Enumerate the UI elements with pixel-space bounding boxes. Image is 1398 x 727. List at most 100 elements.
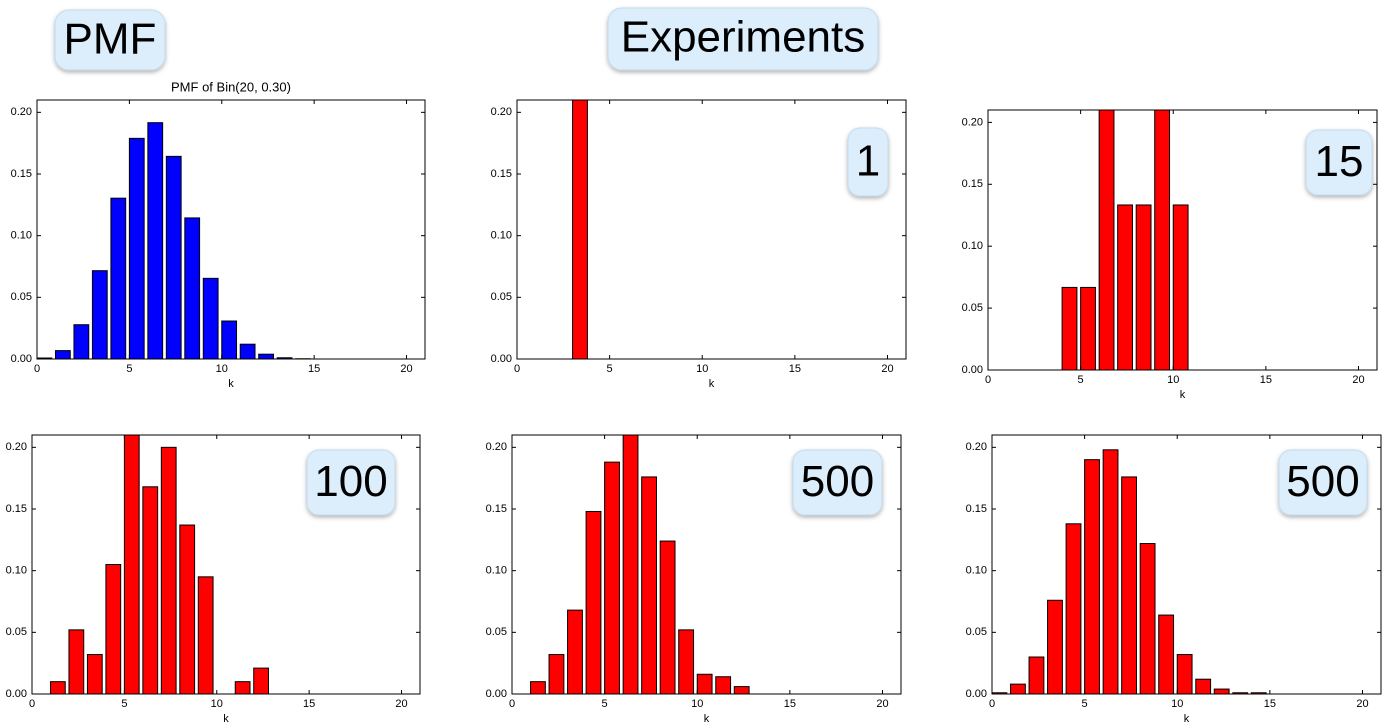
bar: [147, 122, 164, 359]
y-tick-label: 0.20: [966, 441, 987, 453]
bar: [733, 686, 750, 694]
bar: [1065, 523, 1082, 694]
y-tick-label: 0.10: [11, 230, 32, 242]
x-tick-label: 15: [303, 698, 315, 710]
bar: [184, 217, 201, 359]
annotation-badge: [792, 449, 883, 516]
y-tick-label: 0.05: [962, 302, 983, 314]
bar: [604, 461, 620, 694]
bar: [622, 435, 639, 694]
x-tick-label: 20: [400, 363, 412, 375]
y-tick-label: 0.10: [966, 565, 987, 577]
x-tick-label: 5: [607, 363, 613, 375]
bar: [659, 540, 676, 694]
bar: [1098, 110, 1115, 370]
bar: [1084, 459, 1100, 694]
annotation: 100: [314, 457, 387, 506]
x-tick-label: 10: [1167, 374, 1179, 386]
x-tick-label: 0: [29, 698, 35, 710]
bar: [68, 629, 85, 694]
annotation-badge: [306, 449, 396, 516]
bar: [567, 609, 583, 694]
bar: [641, 476, 657, 694]
x-tick-label: 15: [789, 363, 801, 375]
bar: [253, 667, 269, 694]
x-tick-label: 10: [216, 363, 228, 375]
x-tick-label: 0: [989, 698, 995, 710]
x-tick-label: 5: [126, 363, 132, 375]
y-tick-label: 0.20: [6, 441, 27, 453]
plot: [992, 449, 1267, 694]
bar: [1213, 688, 1230, 694]
y-tick-label: 0.15: [6, 503, 27, 515]
bar: [258, 353, 274, 359]
heading: Experiments: [621, 13, 866, 62]
bar: [548, 654, 565, 694]
annotation: 500: [801, 457, 874, 506]
x-tick-label: 0: [985, 374, 991, 386]
y-tick-label: 0.20: [962, 116, 983, 128]
annotation-badge: [847, 127, 889, 197]
bar: [1135, 204, 1152, 370]
bar: [1158, 614, 1175, 694]
plot: [1061, 110, 1189, 370]
bar: [1010, 683, 1026, 694]
x-tick-label: 5: [602, 698, 608, 710]
x-tick-label: 20: [395, 698, 407, 710]
x-axis-label: k: [709, 378, 715, 390]
bar: [202, 277, 219, 359]
bar: [1047, 599, 1063, 694]
y-tick-label: 0.15: [966, 503, 987, 515]
bar: [165, 155, 182, 359]
x-tick-label: 10: [691, 698, 703, 710]
plot-frame: [511, 434, 902, 695]
bar: [1028, 656, 1045, 694]
x-tick-label: 0: [509, 698, 515, 710]
y-tick-label: 0.00: [491, 353, 512, 365]
y-tick-label: 0.00: [486, 688, 507, 700]
bar: [73, 324, 90, 359]
y-tick-label: 0.20: [486, 441, 507, 453]
bar: [160, 446, 177, 694]
x-tick-label: 20: [1356, 698, 1368, 710]
x-tick-label: 5: [1078, 374, 1084, 386]
y-tick-label: 0.00: [962, 364, 983, 376]
bar: [1080, 286, 1096, 370]
annotation-badge: [1278, 449, 1368, 516]
x-axis-label: k: [223, 713, 229, 725]
bar: [1176, 654, 1193, 694]
heading-badge: [607, 7, 879, 71]
x-tick-label: 5: [121, 698, 127, 710]
bar: [91, 270, 108, 359]
annotation-badge: [1305, 129, 1373, 196]
y-tick-label: 0.10: [491, 230, 512, 242]
bar: [110, 197, 127, 359]
bar: [142, 486, 159, 694]
bar: [1195, 678, 1212, 694]
bar: [234, 681, 251, 694]
y-tick-label: 0.00: [966, 688, 987, 700]
bar: [54, 350, 71, 359]
y-tick-label: 0.05: [491, 291, 512, 303]
bar: [86, 654, 103, 694]
x-tick-label: 15: [784, 698, 796, 710]
bar: [239, 343, 256, 359]
bar: [585, 510, 602, 694]
bar: [1102, 449, 1119, 694]
bar: [179, 524, 196, 694]
bar: [49, 681, 66, 694]
x-tick-label: 20: [881, 363, 893, 375]
x-tick-label: 10: [696, 363, 708, 375]
bar: [678, 629, 695, 694]
plot-frame: [516, 99, 907, 360]
annotation: 15: [1315, 137, 1364, 186]
x-axis-label: k: [704, 713, 710, 725]
plot-frame: [987, 109, 1378, 371]
y-tick-label: 0.00: [11, 353, 32, 365]
bar: [1061, 286, 1078, 370]
y-tick-label: 0.15: [11, 168, 32, 180]
x-tick-label: 5: [1082, 698, 1088, 710]
y-tick-label: 0.05: [6, 626, 27, 638]
plot: [37, 122, 311, 359]
